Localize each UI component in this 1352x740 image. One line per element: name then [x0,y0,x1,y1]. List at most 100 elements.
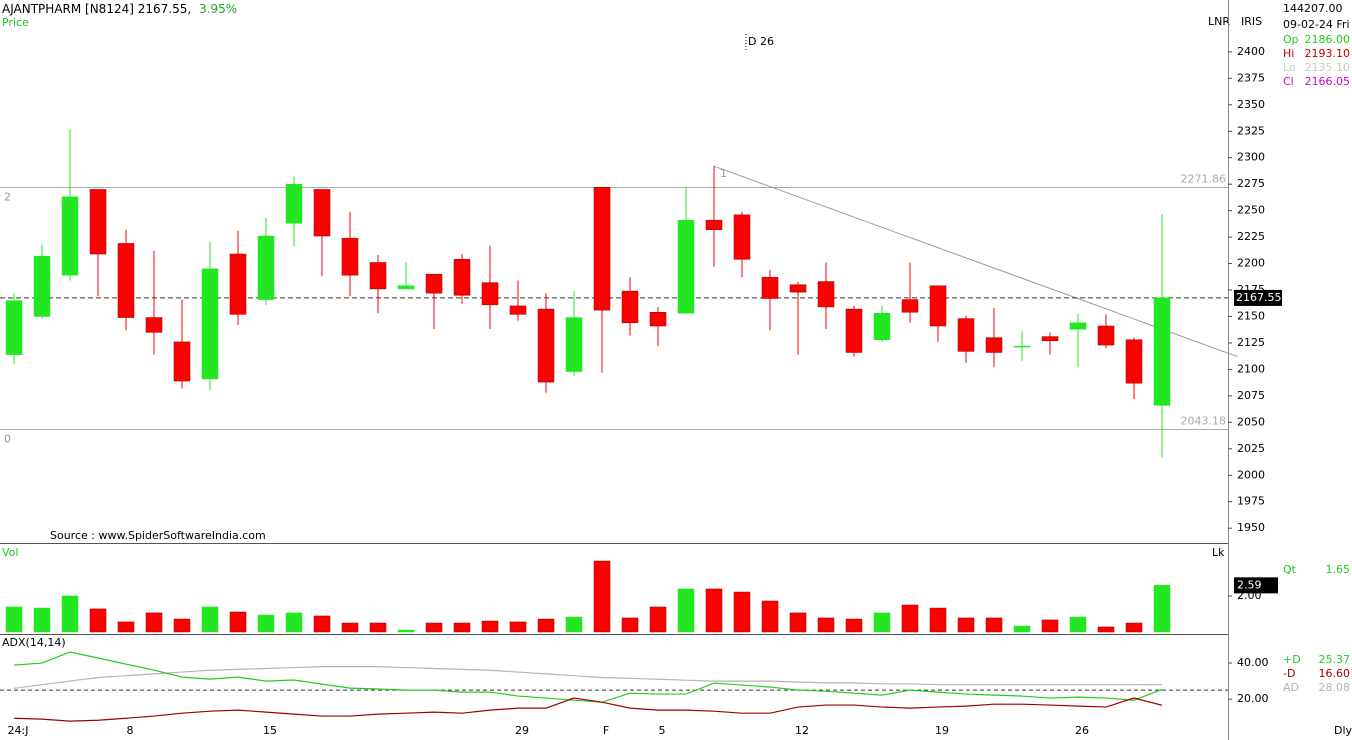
candle-body [929,285,947,327]
y-tick-label: 2200 [1237,257,1265,270]
volume-bar [1125,622,1143,633]
candle-body [1041,336,1059,342]
info-volume: 144207.00 [1283,2,1343,15]
level-tag: 0 [4,433,11,446]
volume-bar [1097,626,1115,633]
x-tick-label: 19 [935,724,949,737]
candle-body [733,214,751,260]
trendline-label: 1 [720,167,727,180]
info-date: 09-02-24 Fri [1283,18,1350,31]
candle-body [61,196,79,276]
candle-body [341,237,359,276]
volume-bar [145,612,163,633]
candle-body [33,255,51,317]
volume-bar [901,604,919,633]
volume-bar [201,606,219,633]
info-value: 2166.05 [1305,75,1351,88]
info-label: Op [1283,33,1299,46]
qt-value: 1.65 [1326,563,1351,576]
candle-body [565,317,583,372]
y-tick-label: 1950 [1237,521,1265,534]
volume-bar [341,622,359,633]
y-tick-label: 20.00 [1237,692,1269,705]
indicator-line [13,651,1163,703]
candle-body [789,284,807,293]
volume-bar [1153,585,1171,633]
candle-body [677,219,695,314]
volume-bar [733,591,751,633]
candle-body [845,308,863,353]
panel-label: Price [2,16,29,29]
x-tick-label: 5 [659,724,666,737]
volume-bar [61,595,79,633]
volume-bar [33,607,51,633]
scale-label: LNR [1208,15,1230,28]
candle-body [453,259,471,296]
candle-body [229,253,247,315]
y-tick-label: 40.00 [1237,656,1269,669]
candle-body [89,189,107,255]
legend-name: +D [1283,653,1301,666]
candle-body [509,305,527,315]
x-tick-label: 29 [515,724,529,737]
volume-bar [481,620,499,633]
volume-bar [369,622,387,633]
candle-body [1069,322,1087,330]
volume-bar [397,629,415,633]
volume-bar [89,608,107,633]
unit-label: Lk [1212,546,1225,559]
volume-bar [845,618,863,633]
indicator-line [13,697,1163,722]
candle-body [1097,325,1115,346]
x-tick-label: 24:J [8,724,29,737]
candle-body [957,318,975,352]
candle-body [425,273,443,294]
y-tick-label: 2350 [1237,98,1265,111]
candle-body [649,312,667,327]
y-tick-label: 2300 [1237,151,1265,164]
last-price-label: 2167.55 [1236,291,1282,304]
candle-body [285,183,303,224]
volume-bar [985,617,1003,633]
candle-body [257,235,275,300]
candle-body [985,337,1003,353]
y-tick-label: 1975 [1237,495,1265,508]
volume-bar [817,617,835,633]
volume-bar [929,607,947,633]
volume-bar [1013,625,1031,633]
indicator-label: IRIS [1241,15,1262,28]
volume-bar [425,622,443,633]
volume-bar [1041,619,1059,633]
info-label: Lo [1283,61,1296,74]
legend-value: 16.60 [1319,667,1351,680]
volume-bar [593,560,611,633]
change: 3.95% [199,2,237,16]
last-volume-label: 2.59 [1237,578,1262,591]
volume-bar [313,615,331,633]
volume-bar [117,621,135,633]
legend-value: 25.37 [1319,653,1351,666]
y-tick-label: 2100 [1237,362,1265,375]
x-tick-label: 26 [1075,724,1089,737]
volume-bar [5,606,23,633]
info-label: Hi [1283,47,1294,60]
symbol: AJANTPHARM [N8124] [2,2,134,16]
volume-bar [173,618,191,633]
last-price-box [1234,289,1282,306]
y-tick-label: 2000 [1237,468,1265,481]
y-tick-label: 2325 [1237,124,1265,137]
volume-bar [453,622,471,633]
volume-bar [537,618,555,633]
header: AJANTPHARM [N8124] 2167.55, 3.95% [2,2,237,16]
legend-name: AD [1283,681,1299,694]
volume-bar [705,588,723,633]
legend-name: -D [1283,667,1295,680]
volume-bar [285,612,303,633]
candle-body [705,219,723,230]
last-volume-box [1234,577,1278,594]
x-tick-label: 12 [795,724,809,737]
y-tick-label: 2075 [1237,389,1265,402]
volume-bar [649,606,667,633]
candle-body [173,341,191,382]
